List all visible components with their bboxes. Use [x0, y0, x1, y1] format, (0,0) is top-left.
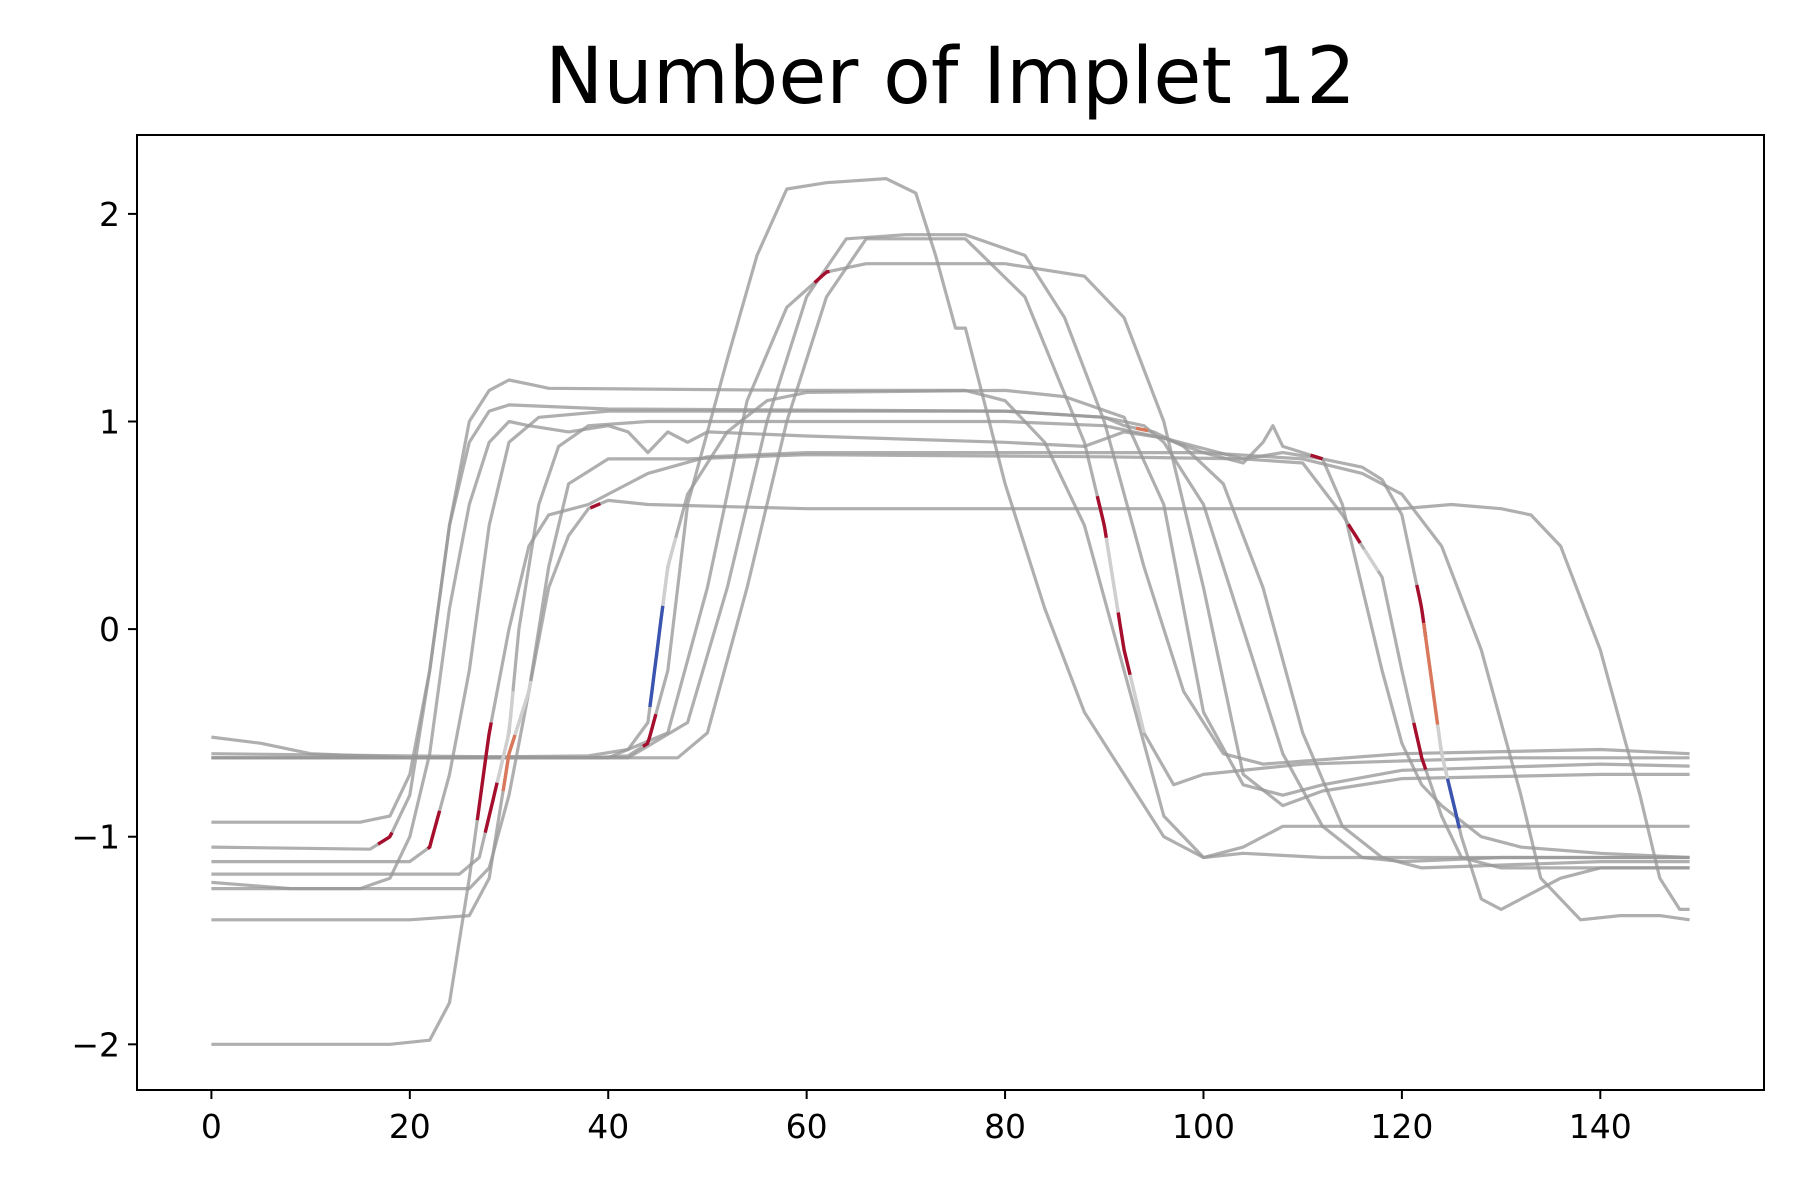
series-line-2: [211, 177, 1690, 860]
series-line-8: [211, 409, 1690, 870]
y-tick-label: 2: [99, 195, 120, 234]
highlight-segment-12-2: [513, 680, 533, 736]
highlight-segment-11-3: [1412, 722, 1428, 771]
x-tick-label: 120: [1370, 1107, 1433, 1146]
series-line-3: [211, 262, 1690, 808]
highlight-segments: [377, 269, 1462, 850]
highlight-segment-1-2: [661, 537, 678, 607]
y-tick-label: 1: [99, 403, 120, 442]
highlight-segment-5-3: [1116, 612, 1132, 676]
x-tick-label: 0: [201, 1107, 222, 1146]
x-axis: 0 20 40 60 80 100 120 140: [201, 1090, 1632, 1146]
highlight-segment-8-2: [1135, 426, 1149, 433]
highlight-segment-9-3: [1310, 453, 1324, 461]
highlight-segment-12-3: [589, 502, 601, 510]
series-line-13: [211, 451, 1690, 1046]
x-tick-label: 80: [984, 1107, 1026, 1146]
series-line-5: [211, 237, 1690, 787]
highlight-segment-9-1: [483, 782, 499, 833]
highlight-segment-13-1: [475, 722, 493, 821]
highlight-segment-8-1: [426, 810, 442, 850]
plot-frame: [136, 134, 1765, 1091]
highlight-segment-11-1: [1346, 523, 1362, 544]
highlight-segment-10-2: [1422, 622, 1440, 725]
series-line-11: [211, 453, 1690, 891]
highlight-segment-11-2: [1362, 548, 1380, 572]
highlight-segment-1-1: [648, 605, 665, 708]
series-line-12: [211, 498, 1690, 922]
x-tick-label: 100: [1172, 1107, 1235, 1146]
y-tick-label: −1: [71, 818, 120, 857]
highlight-segment-5-2: [1104, 537, 1120, 613]
x-tick-label: 20: [389, 1107, 431, 1146]
highlight-segment-5-4: [1128, 674, 1146, 734]
highlight-segment-5-1: [1095, 495, 1108, 539]
y-tick-label: 0: [99, 610, 120, 649]
x-tick-label: 140: [1569, 1107, 1632, 1146]
series-line-7: [211, 403, 1690, 864]
highlight-segment-12-1: [501, 734, 517, 792]
y-tick-label: −2: [71, 1025, 120, 1064]
highlight-segment-3-1: [813, 269, 830, 284]
x-tick-label: 40: [587, 1107, 629, 1146]
x-tick-label: 60: [786, 1107, 828, 1146]
series-line-9: [211, 419, 1690, 876]
highlight-segment-9-2: [495, 691, 515, 784]
series-lines: [211, 177, 1690, 1046]
highlight-segment-7-1: [377, 831, 394, 846]
y-axis: −2 −1 0 1 2: [71, 195, 137, 1064]
highlight-segment-2-1: [642, 713, 658, 748]
chart-title: Number of Implet 12: [545, 32, 1356, 122]
series-line-4: [211, 233, 1690, 766]
highlight-segment-10-4: [1445, 778, 1462, 829]
